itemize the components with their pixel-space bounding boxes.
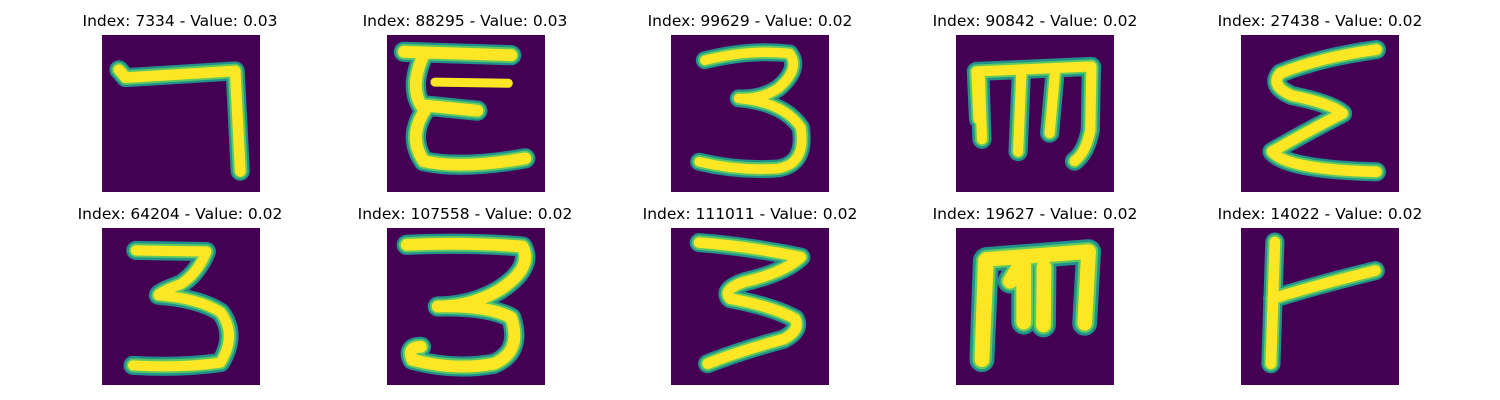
digit-image bbox=[1241, 228, 1399, 385]
panel-title: Index: 7334 - Value: 0.03 bbox=[30, 11, 330, 31]
glyph-gamma bbox=[1241, 228, 1399, 385]
digit-image bbox=[671, 228, 829, 385]
panel-10: Index: 14022 - Value: 0.02 bbox=[1170, 193, 1470, 393]
panel-title: Index: 107558 - Value: 0.02 bbox=[315, 204, 615, 224]
digit-image bbox=[102, 228, 260, 385]
digit-image bbox=[1241, 35, 1399, 192]
glyph-three bbox=[387, 228, 545, 385]
glyph-three bbox=[671, 228, 829, 385]
glyph-m-thick bbox=[956, 228, 1114, 385]
panel-title: Index: 99629 - Value: 0.02 bbox=[600, 11, 900, 31]
panel-7: Index: 107558 - Value: 0.02 bbox=[315, 193, 615, 393]
panel-2: Index: 88295 - Value: 0.03 bbox=[315, 0, 615, 200]
panel-9: Index: 19627 - Value: 0.02 bbox=[885, 193, 1185, 393]
digit-image bbox=[956, 228, 1114, 385]
glyph-seven bbox=[102, 35, 260, 192]
panel-1: Index: 7334 - Value: 0.03 bbox=[30, 0, 330, 200]
digit-image bbox=[956, 35, 1114, 192]
digit-image bbox=[387, 35, 545, 192]
glyph-three bbox=[671, 35, 829, 192]
panel-title: Index: 14022 - Value: 0.02 bbox=[1170, 204, 1470, 224]
glyph-epsilon bbox=[387, 35, 545, 192]
panel-title: Index: 64204 - Value: 0.02 bbox=[30, 204, 330, 224]
panel-title: Index: 88295 - Value: 0.03 bbox=[315, 11, 615, 31]
panel-3: Index: 99629 - Value: 0.02 bbox=[600, 0, 900, 200]
digit-image bbox=[671, 35, 829, 192]
panel-4: Index: 90842 - Value: 0.02 bbox=[885, 0, 1185, 200]
panel-title: Index: 111011 - Value: 0.02 bbox=[600, 204, 900, 224]
panel-title: Index: 19627 - Value: 0.02 bbox=[885, 204, 1185, 224]
glyph-sigma bbox=[1241, 35, 1399, 192]
panel-8: Index: 111011 - Value: 0.02 bbox=[600, 193, 900, 393]
glyph-three bbox=[102, 228, 260, 385]
panel-title: Index: 27438 - Value: 0.02 bbox=[1170, 11, 1470, 31]
panel-5: Index: 27438 - Value: 0.02 bbox=[1170, 0, 1470, 200]
panel-6: Index: 64204 - Value: 0.02 bbox=[30, 193, 330, 393]
digit-image bbox=[387, 228, 545, 385]
glyph-m bbox=[956, 35, 1114, 192]
digit-image bbox=[102, 35, 260, 192]
panel-title: Index: 90842 - Value: 0.02 bbox=[885, 11, 1185, 31]
